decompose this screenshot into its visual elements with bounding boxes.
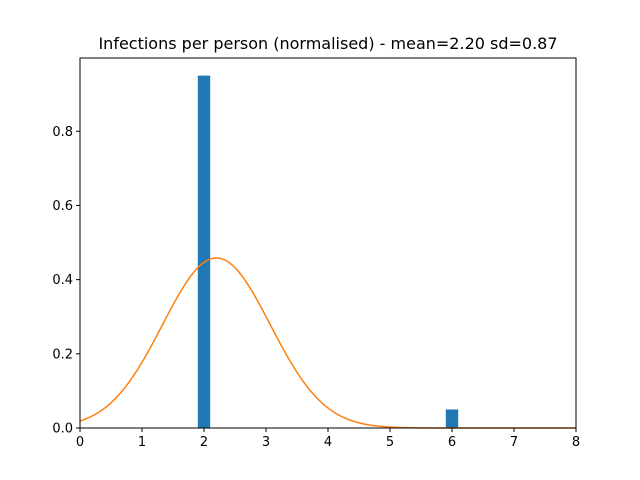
normal-curve bbox=[79, 257, 576, 429]
x-tick-label: 3 bbox=[262, 435, 270, 450]
x-tick-label: 6 bbox=[448, 435, 456, 450]
bar bbox=[197, 75, 211, 428]
bar-series bbox=[197, 75, 459, 428]
y-tick-label: 0.2 bbox=[52, 347, 73, 362]
y-axis: 0.0 0.2 0.4 0.6 0.8 bbox=[52, 125, 80, 437]
y-tick-label: 0.4 bbox=[52, 273, 73, 288]
y-tick-label: 0.8 bbox=[52, 125, 73, 140]
x-tick-label: 7 bbox=[510, 435, 518, 450]
bar bbox=[445, 409, 459, 428]
x-tick-label: 8 bbox=[572, 435, 580, 450]
x-tick-label: 1 bbox=[138, 435, 146, 450]
x-tick-label: 5 bbox=[386, 435, 394, 450]
chart-title: Infections per person (normalised) - mea… bbox=[98, 34, 557, 53]
y-tick-label: 0.6 bbox=[52, 199, 73, 214]
y-tick-label: 0.0 bbox=[52, 422, 73, 437]
x-tick-label: 2 bbox=[200, 435, 208, 450]
line-series bbox=[79, 257, 576, 429]
x-tick-label: 0 bbox=[76, 435, 84, 450]
x-tick-label: 4 bbox=[324, 435, 332, 450]
x-axis: 0 1 2 3 4 5 6 7 8 bbox=[76, 428, 580, 450]
plot-frame bbox=[79, 57, 577, 429]
